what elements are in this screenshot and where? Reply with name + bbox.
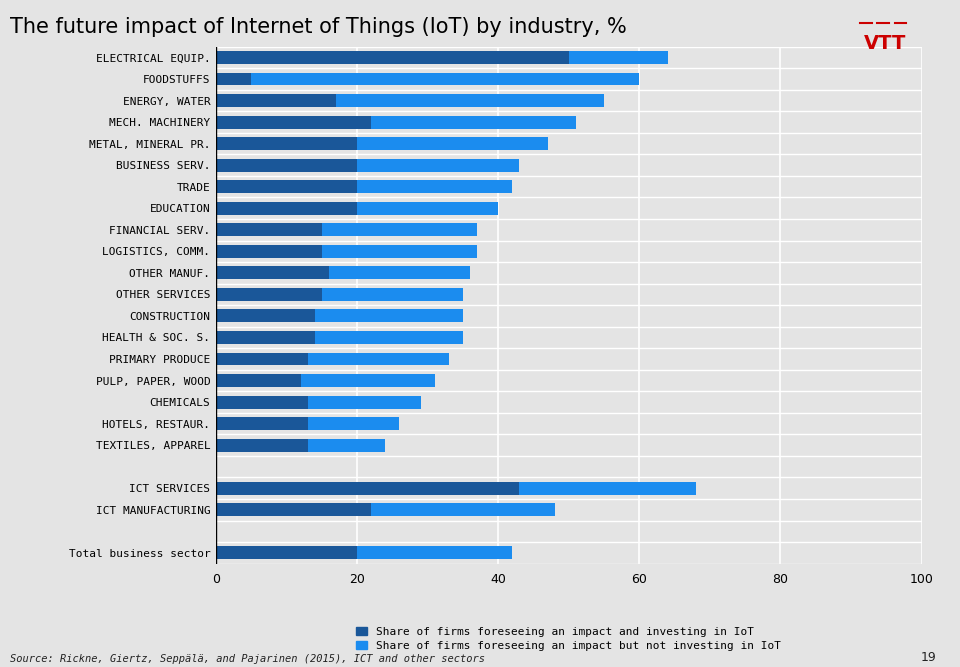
- Bar: [216, 504, 372, 516]
- Bar: [372, 115, 576, 129]
- Bar: [308, 439, 385, 452]
- Bar: [322, 288, 463, 301]
- Bar: [308, 417, 399, 430]
- Bar: [216, 180, 357, 193]
- Bar: [216, 51, 568, 64]
- Bar: [216, 374, 300, 387]
- Bar: [322, 245, 477, 257]
- Bar: [216, 353, 308, 366]
- Bar: [315, 309, 463, 322]
- Bar: [216, 439, 308, 452]
- Bar: [216, 309, 315, 322]
- Bar: [216, 159, 357, 171]
- Bar: [357, 201, 498, 215]
- Bar: [216, 73, 252, 85]
- Bar: [216, 482, 519, 495]
- Bar: [315, 331, 463, 344]
- Bar: [300, 374, 435, 387]
- Bar: [357, 180, 513, 193]
- Bar: [372, 504, 555, 516]
- Bar: [519, 482, 696, 495]
- Text: Source: Rickne, Giertz, Seppälä, and Pajarinen (2015), ICT and other sectors: Source: Rickne, Giertz, Seppälä, and Paj…: [10, 654, 485, 664]
- Bar: [322, 223, 477, 236]
- Bar: [308, 396, 420, 408]
- Bar: [568, 51, 667, 64]
- Legend: Share of firms foreseeing an impact and investing in IoT, Share of firms foresee: Share of firms foreseeing an impact and …: [356, 627, 781, 651]
- Text: VTT: VTT: [864, 35, 906, 53]
- Bar: [216, 94, 336, 107]
- Bar: [216, 201, 357, 215]
- Bar: [216, 396, 308, 408]
- Bar: [357, 137, 547, 150]
- Bar: [216, 223, 322, 236]
- Bar: [216, 417, 308, 430]
- Bar: [216, 266, 329, 279]
- Bar: [357, 159, 519, 171]
- Bar: [329, 266, 470, 279]
- Bar: [216, 115, 372, 129]
- Text: 19: 19: [921, 651, 936, 664]
- Text: The future impact of Internet of Things (IoT) by industry, %: The future impact of Internet of Things …: [10, 17, 626, 37]
- Bar: [216, 546, 357, 560]
- Bar: [216, 331, 315, 344]
- Bar: [216, 288, 322, 301]
- Bar: [308, 353, 449, 366]
- Bar: [252, 73, 639, 85]
- Bar: [216, 245, 322, 257]
- Bar: [357, 546, 513, 560]
- Bar: [336, 94, 604, 107]
- Bar: [216, 137, 357, 150]
